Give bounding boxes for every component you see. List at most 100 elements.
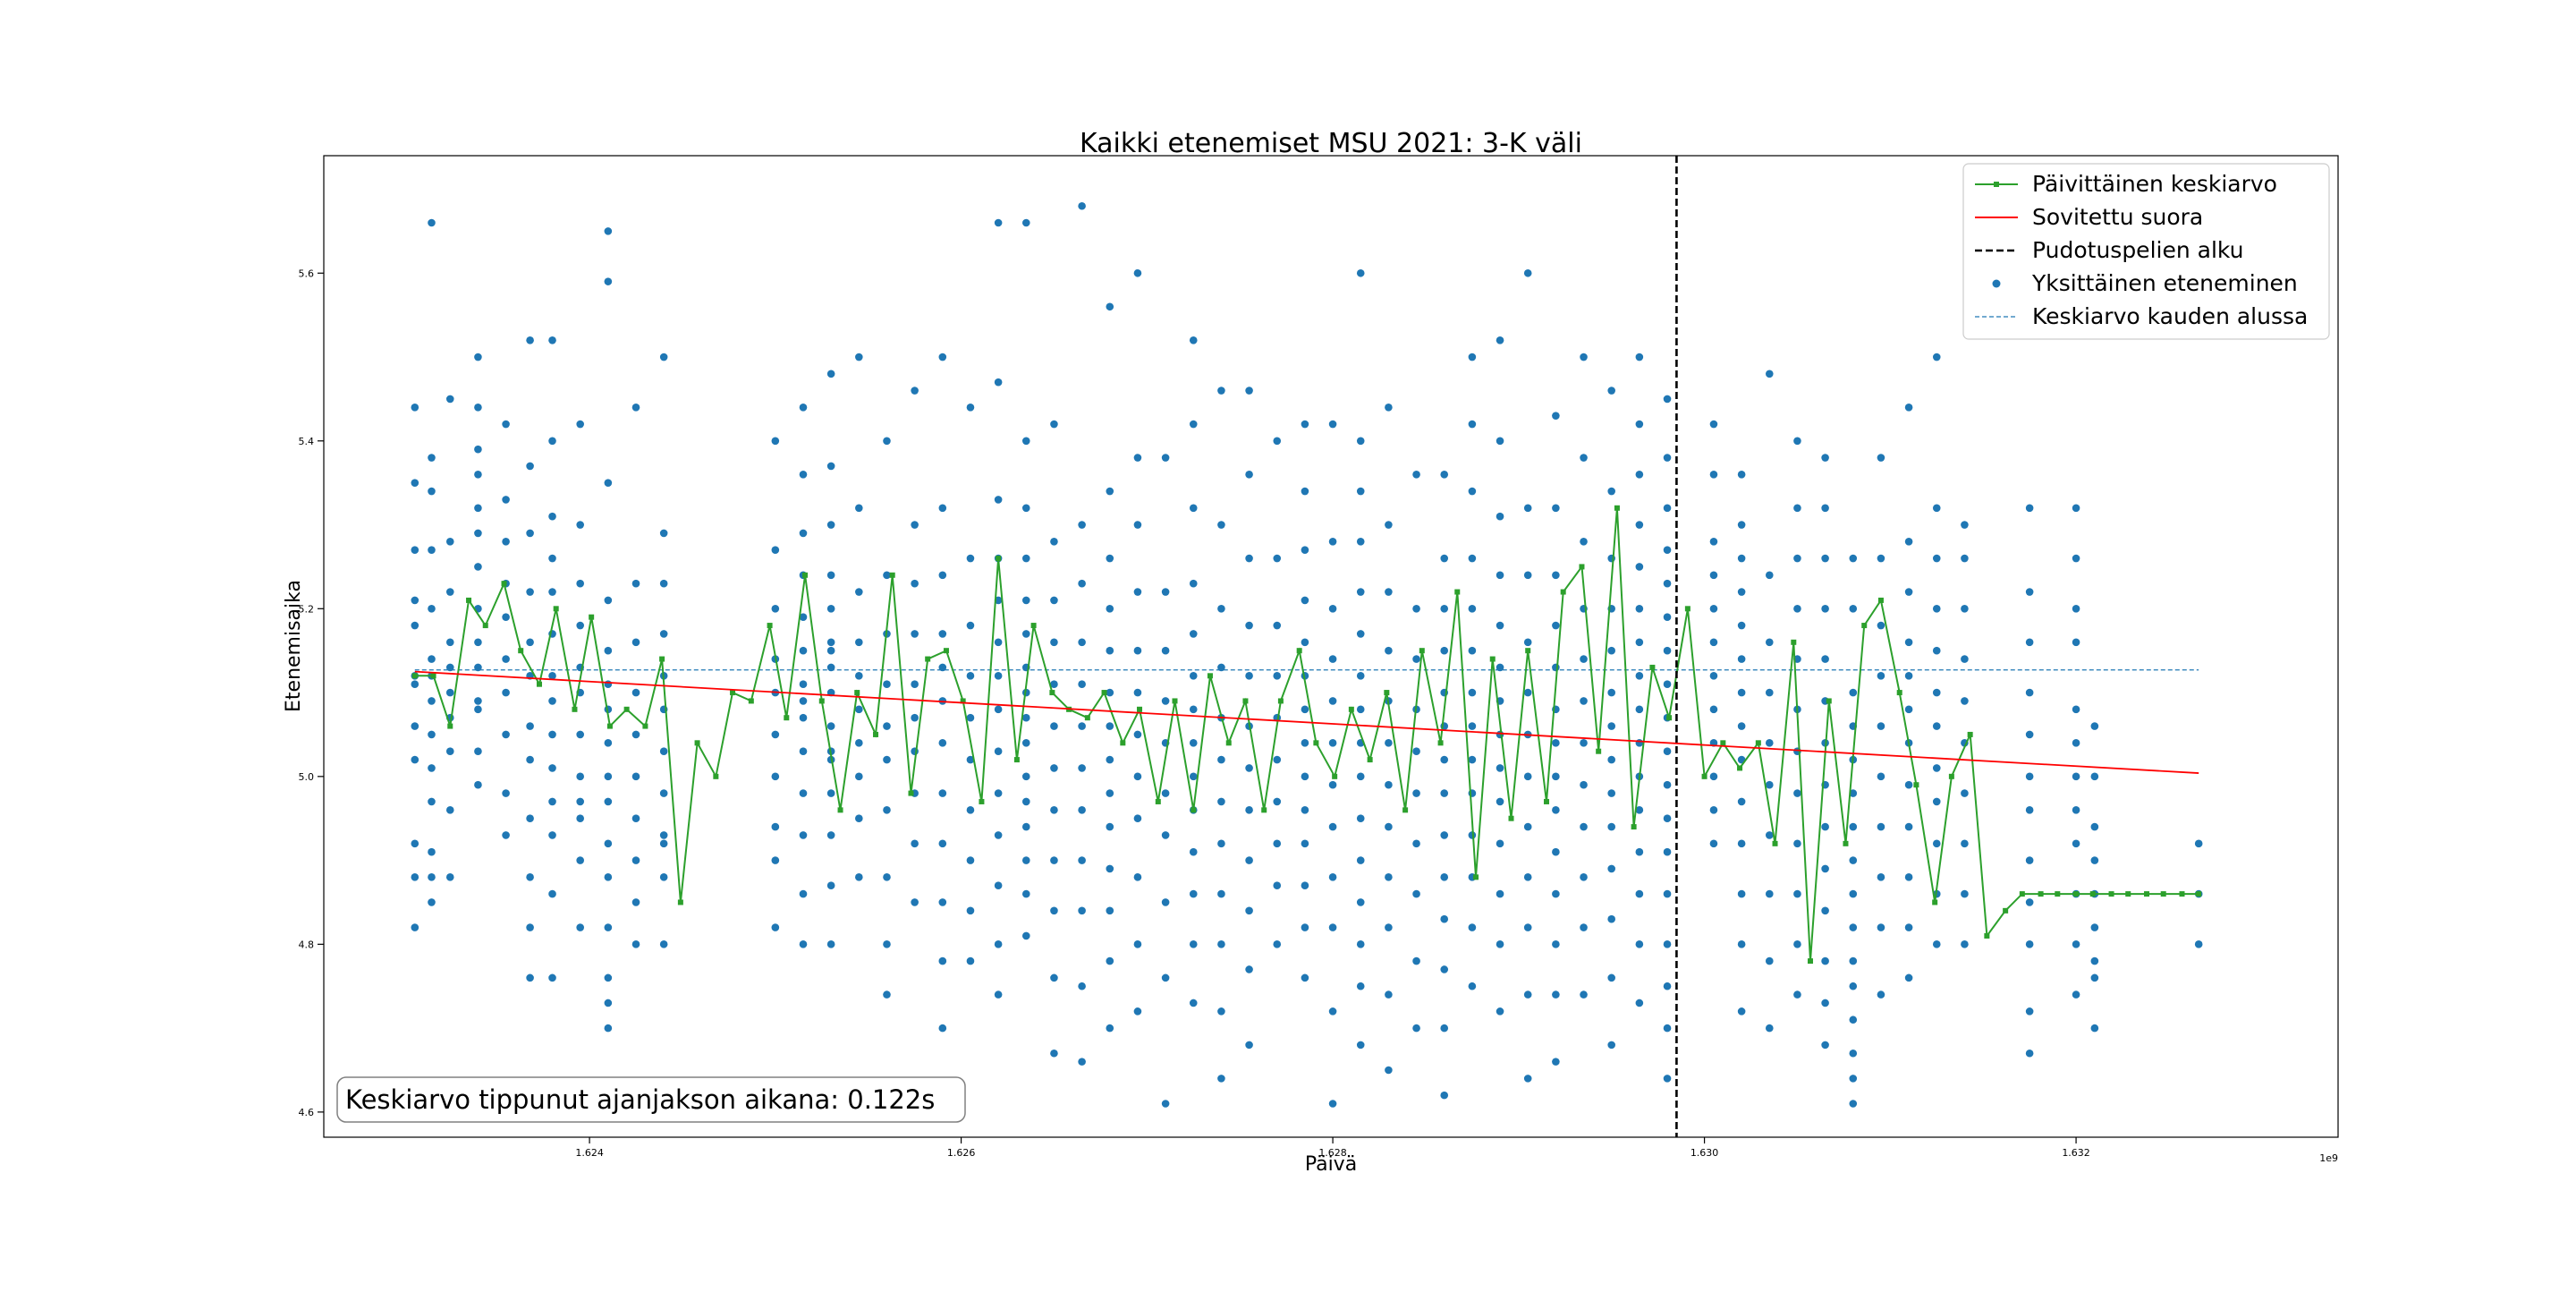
daily-average-marker: [606, 723, 613, 729]
individual-point: [1793, 789, 1801, 797]
daily-average-marker: [2089, 891, 2096, 897]
individual-point: [1496, 663, 1504, 672]
individual-point: [526, 638, 534, 647]
individual-point: [1273, 940, 1282, 948]
individual-point: [1635, 705, 1644, 714]
individual-point: [1273, 437, 1282, 446]
daily-average-marker: [908, 790, 914, 796]
daily-average-marker: [466, 597, 472, 603]
individual-point: [1189, 739, 1198, 747]
individual-point: [2194, 839, 2203, 848]
individual-point: [1078, 906, 1086, 915]
individual-point: [576, 579, 584, 588]
individual-point: [1328, 739, 1337, 747]
individual-point: [1161, 789, 1170, 797]
individual-point: [1904, 780, 1913, 789]
y-tick-label: 5.2: [299, 603, 315, 615]
individual-point: [1161, 898, 1170, 906]
individual-point: [799, 940, 808, 948]
individual-point: [1663, 814, 1672, 823]
individual-point: [1523, 504, 1532, 513]
daily-average-marker: [623, 706, 630, 712]
individual-point: [1189, 940, 1198, 948]
daily-average-marker: [713, 773, 719, 779]
individual-point: [2025, 588, 2034, 596]
individual-point: [1552, 940, 1560, 948]
individual-point: [826, 831, 835, 839]
individual-point: [526, 529, 534, 538]
individual-point: [1709, 705, 1718, 714]
individual-point: [1217, 387, 1225, 395]
individual-point: [411, 873, 419, 881]
daily-average-marker: [536, 681, 542, 687]
individual-point: [1021, 856, 1030, 864]
individual-point: [1765, 889, 1774, 898]
daily-average-marker: [1296, 648, 1302, 654]
individual-point: [1133, 814, 1142, 823]
individual-point: [1961, 554, 1969, 563]
individual-point: [1356, 814, 1365, 823]
individual-point: [855, 638, 863, 647]
daily-average-marker: [1172, 698, 1178, 704]
individual-point: [1021, 713, 1030, 722]
individual-point: [911, 839, 919, 848]
individual-point: [1635, 739, 1644, 747]
individual-point: [1106, 302, 1114, 311]
individual-point: [1468, 755, 1477, 764]
individual-point: [428, 546, 436, 554]
individual-point: [659, 579, 668, 588]
individual-point: [1765, 780, 1774, 789]
individual-point: [526, 462, 534, 471]
individual-point: [1663, 982, 1672, 990]
individual-point: [604, 973, 613, 982]
daily-average-marker: [2108, 891, 2114, 897]
individual-point: [1580, 697, 1588, 705]
individual-point: [411, 722, 419, 730]
individual-point: [1385, 739, 1393, 747]
individual-point: [1552, 889, 1560, 898]
individual-point: [1161, 646, 1170, 655]
individual-point: [1904, 973, 1913, 982]
individual-point: [474, 353, 482, 361]
individual-point: [428, 847, 436, 856]
daily-average-marker: [589, 614, 595, 620]
individual-point: [428, 797, 436, 806]
individual-point: [1552, 412, 1560, 420]
individual-point: [1356, 772, 1365, 781]
individual-point: [1385, 646, 1393, 655]
daily-average-marker: [767, 623, 773, 629]
individual-point: [1793, 605, 1801, 613]
individual-point: [659, 789, 668, 797]
daily-average-marker: [1454, 589, 1461, 595]
individual-point: [1245, 806, 1253, 814]
individual-point: [428, 697, 436, 705]
individual-point: [502, 420, 510, 429]
individual-point: [1468, 420, 1477, 429]
individual-point: [1245, 856, 1253, 864]
individual-point: [1301, 973, 1309, 982]
individual-point: [1385, 780, 1393, 789]
individual-point: [994, 496, 1003, 504]
daily-average-marker: [518, 648, 524, 654]
individual-point: [1663, 747, 1672, 756]
individual-point: [659, 630, 668, 638]
individual-point: [428, 454, 436, 462]
individual-point: [2090, 956, 2099, 965]
individual-point: [1468, 646, 1477, 655]
individual-point: [1765, 956, 1774, 965]
individual-point: [1932, 353, 1941, 361]
daily-average-marker: [818, 698, 825, 704]
individual-point: [1663, 780, 1672, 789]
individual-point: [474, 529, 482, 538]
individual-point: [1635, 521, 1644, 529]
individual-point: [1932, 797, 1941, 806]
individual-point: [1496, 621, 1504, 630]
y-tick-label: 4.8: [299, 939, 315, 950]
daily-average-marker: [1101, 690, 1107, 696]
individual-point: [1580, 739, 1588, 747]
individual-point: [1765, 1024, 1774, 1033]
individual-point: [1523, 638, 1532, 647]
individual-point: [966, 554, 975, 563]
individual-point: [1663, 579, 1672, 588]
individual-point: [1468, 487, 1477, 496]
